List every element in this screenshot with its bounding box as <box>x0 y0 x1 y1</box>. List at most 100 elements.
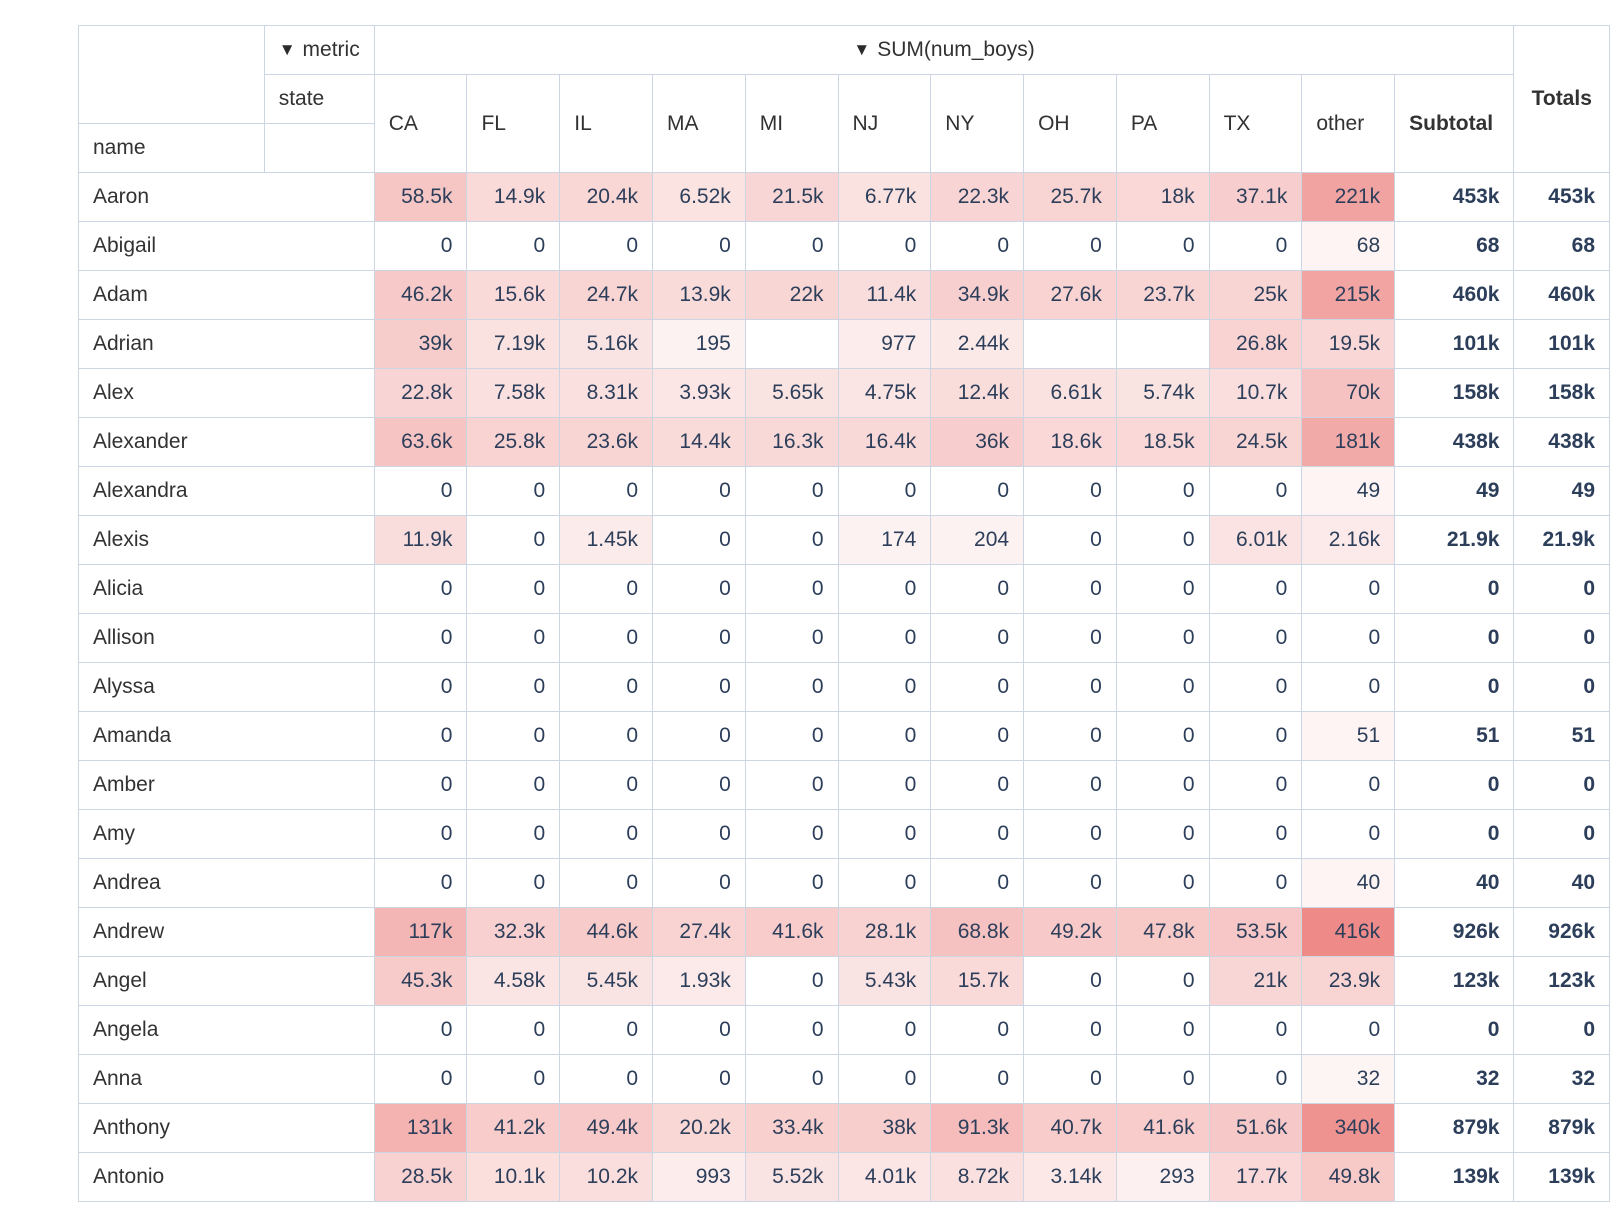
cell-oh[interactable] <box>1023 319 1117 369</box>
cell-ca[interactable]: 0 <box>373 1005 468 1055</box>
cell-il[interactable]: 8.31k <box>559 368 653 418</box>
cell-ny[interactable]: 8.72k <box>930 1152 1025 1202</box>
cell-other[interactable]: 2.16k <box>1301 515 1396 565</box>
cell-total[interactable]: 32 <box>1513 1054 1610 1104</box>
cell-other[interactable]: 0 <box>1301 613 1396 663</box>
cell-fl[interactable]: 25.8k <box>466 417 561 467</box>
cell-oh[interactable]: 18.6k <box>1023 417 1117 467</box>
cell-fl[interactable]: 10.1k <box>466 1152 561 1202</box>
cell-il[interactable]: 10.2k <box>559 1152 653 1202</box>
cell-oh[interactable]: 40.7k <box>1023 1103 1117 1153</box>
cell-tx[interactable]: 0 <box>1208 1005 1303 1055</box>
cell-fl[interactable]: 41.2k <box>466 1103 561 1153</box>
row-header-name[interactable]: Alexis <box>78 515 375 565</box>
cell-fl[interactable]: 0 <box>466 858 561 908</box>
cell-other[interactable]: 19.5k <box>1301 319 1396 369</box>
cell-nj[interactable]: 38k <box>837 1103 932 1153</box>
column-header-oh[interactable]: OH <box>1023 74 1117 173</box>
cell-pa[interactable]: 293 <box>1115 1152 1210 1202</box>
cell-mi[interactable]: 0 <box>744 515 839 565</box>
cell-total[interactable]: 0 <box>1513 760 1610 810</box>
cell-nj[interactable]: 0 <box>837 564 932 614</box>
cell-ca[interactable]: 11.9k <box>373 515 468 565</box>
cell-total[interactable]: 0 <box>1513 809 1610 859</box>
cell-subtotal[interactable]: 0 <box>1394 809 1515 859</box>
cell-total[interactable]: 926k <box>1513 907 1610 957</box>
column-header-ny[interactable]: NY <box>930 74 1025 173</box>
cell-mi[interactable]: 21.5k <box>744 172 839 222</box>
cell-other[interactable]: 340k <box>1301 1103 1396 1153</box>
table-row[interactable]: Adrian 39k 7.19k 5.16k 195 977 2.44k 26.8k 19.5k… <box>78 319 1610 369</box>
cell-pa[interactable]: 0 <box>1115 1005 1210 1055</box>
cell-other[interactable]: 0 <box>1301 564 1396 614</box>
table-row[interactable]: Amy 0 0 0 0 0 0 0 0 0 0 0 0 0 <box>78 809 1610 859</box>
row-header-name[interactable]: Angel <box>78 956 375 1006</box>
cell-ny[interactable]: 68.8k <box>930 907 1025 957</box>
cell-il[interactable]: 0 <box>559 1054 653 1104</box>
cell-ca[interactable]: 0 <box>373 711 468 761</box>
cell-fl[interactable]: 0 <box>466 613 561 663</box>
row-header-name[interactable]: Alicia <box>78 564 375 614</box>
cell-other[interactable]: 68 <box>1301 221 1396 271</box>
cell-subtotal[interactable]: 879k <box>1394 1103 1515 1153</box>
cell-ca[interactable]: 22.8k <box>373 368 468 418</box>
cell-ca[interactable]: 0 <box>373 221 468 271</box>
cell-other[interactable]: 0 <box>1301 760 1396 810</box>
cell-tx[interactable]: 53.5k <box>1208 907 1303 957</box>
column-header-tx[interactable]: TX <box>1208 74 1303 173</box>
cell-total[interactable]: 40 <box>1513 858 1610 908</box>
table-row[interactable]: Angel 45.3k 4.58k 5.45k 1.93k 0 5.43k 15.7k 0 0 21… <box>78 956 1610 1006</box>
cell-pa[interactable]: 0 <box>1115 564 1210 614</box>
column-header-fl[interactable]: FL <box>466 74 561 173</box>
cell-mi[interactable]: 41.6k <box>744 907 839 957</box>
column-header-pa[interactable]: PA <box>1115 74 1210 173</box>
cell-oh[interactable]: 0 <box>1023 1054 1117 1104</box>
cell-subtotal[interactable]: 123k <box>1394 956 1515 1006</box>
row-header-name[interactable]: Amber <box>78 760 375 810</box>
cell-il[interactable]: 0 <box>559 221 653 271</box>
cell-ma[interactable]: 0 <box>652 662 746 712</box>
cell-pa[interactable]: 47.8k <box>1115 907 1210 957</box>
cell-other[interactable]: 215k <box>1301 270 1396 320</box>
cell-tx[interactable]: 6.01k <box>1208 515 1303 565</box>
cell-nj[interactable]: 4.75k <box>837 368 932 418</box>
row-header-name[interactable]: Adam <box>78 270 375 320</box>
cell-mi[interactable]: 0 <box>744 858 839 908</box>
cell-other[interactable]: 49 <box>1301 466 1396 516</box>
cell-mi[interactable]: 16.3k <box>744 417 839 467</box>
cell-other[interactable]: 49.8k <box>1301 1152 1396 1202</box>
cell-oh[interactable]: 3.14k <box>1023 1152 1117 1202</box>
cell-subtotal[interactable]: 460k <box>1394 270 1515 320</box>
column-header-il[interactable]: IL <box>559 74 653 173</box>
table-row[interactable]: Abigail 0 0 0 0 0 0 0 0 0 0 68 68 68 <box>78 221 1610 271</box>
cell-oh[interactable]: 0 <box>1023 956 1117 1006</box>
cell-tx[interactable]: 25k <box>1208 270 1303 320</box>
cell-fl[interactable]: 0 <box>466 564 561 614</box>
row-header-name[interactable]: Andrew <box>78 907 375 957</box>
cell-ma[interactable]: 0 <box>652 1054 746 1104</box>
cell-subtotal[interactable]: 49 <box>1394 466 1515 516</box>
cell-mi[interactable]: 0 <box>744 956 839 1006</box>
cell-fl[interactable]: 0 <box>466 809 561 859</box>
cell-ma[interactable]: 0 <box>652 564 746 614</box>
metric-group-header[interactable]: ▼ SUM(num_boys) <box>373 25 1515 75</box>
cell-pa[interactable]: 5.74k <box>1115 368 1210 418</box>
metric-axis-header[interactable]: ▼ metric <box>263 25 375 75</box>
cell-total[interactable]: 21.9k <box>1513 515 1610 565</box>
cell-nj[interactable]: 0 <box>837 1054 932 1104</box>
cell-ny[interactable]: 22.3k <box>930 172 1025 222</box>
cell-total[interactable]: 0 <box>1513 564 1610 614</box>
cell-fl[interactable]: 7.19k <box>466 319 561 369</box>
cell-il[interactable]: 23.6k <box>559 417 653 467</box>
table-row[interactable]: Andrew 117k 32.3k 44.6k 27.4k 41.6k 28.1k 68.8k… <box>78 907 1610 957</box>
cell-other[interactable]: 181k <box>1301 417 1396 467</box>
cell-tx[interactable]: 0 <box>1208 221 1303 271</box>
cell-mi[interactable]: 22k <box>744 270 839 320</box>
cell-other[interactable]: 23.9k <box>1301 956 1396 1006</box>
cell-pa[interactable]: 23.7k <box>1115 270 1210 320</box>
cell-il[interactable]: 0 <box>559 711 653 761</box>
row-header-name[interactable]: Antonio <box>78 1152 375 1202</box>
cell-pa[interactable]: 0 <box>1115 221 1210 271</box>
cell-tx[interactable]: 0 <box>1208 1054 1303 1104</box>
cell-ca[interactable]: 58.5k <box>373 172 468 222</box>
